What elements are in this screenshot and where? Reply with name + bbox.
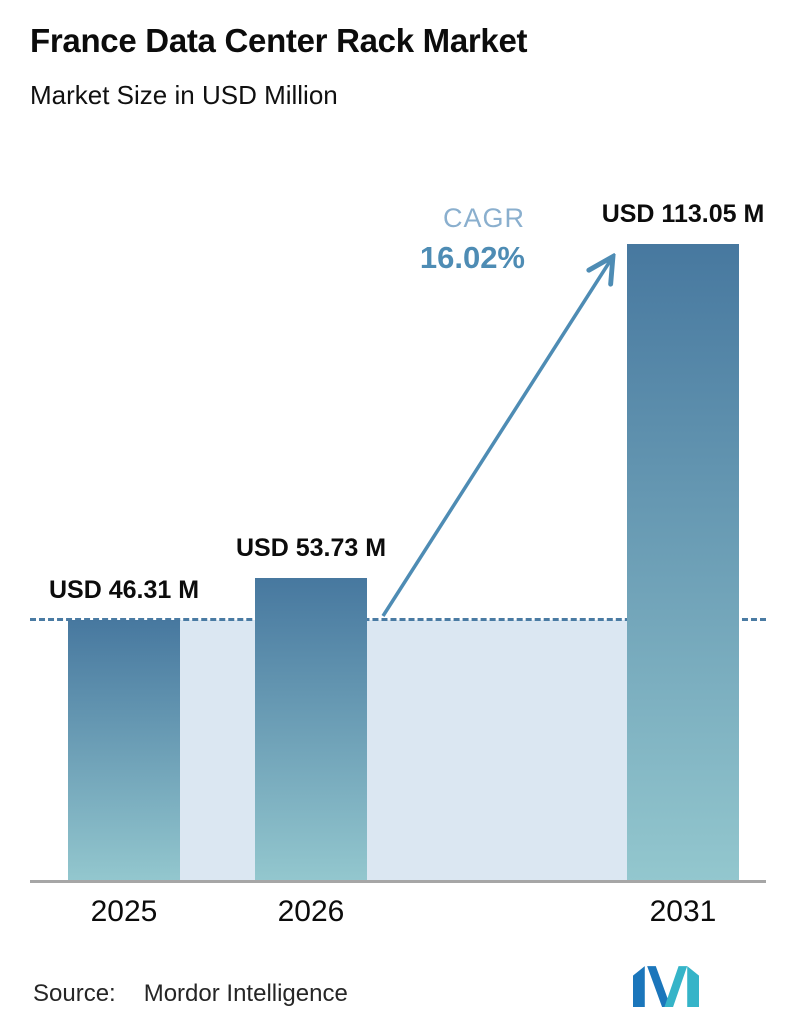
chart-title: France Data Center Rack Market [30, 22, 528, 59]
bar-2026 [255, 578, 367, 881]
x-axis-label-2025: 2025 [90, 895, 158, 928]
x-axis-line [30, 880, 766, 883]
bar-value-label-2025: USD 46.31 M [48, 576, 200, 604]
cagr-value: 16.02% [419, 240, 525, 275]
mordor-intelligence-logo [633, 966, 699, 1007]
x-axis-label-2026: 2026 [277, 895, 345, 928]
bar-2031 [627, 244, 739, 881]
source-value: Mordor Intelligence [143, 980, 348, 1007]
bar-value-label-2031: USD 113.05 M [601, 200, 765, 228]
cagr-annotation: CAGR 16.02% [325, 203, 525, 276]
cagr-label: CAGR [442, 203, 525, 233]
source-label: Source: [33, 980, 116, 1007]
chart-subtitle: Market Size in USD Million [30, 80, 338, 110]
source: Source: Mordor Intelligence [33, 980, 348, 1008]
bar-value-label-2026: USD 53.73 M [235, 534, 387, 562]
bar-2025 [68, 620, 180, 881]
x-axis-label-2031: 2031 [649, 895, 717, 928]
reference-dashed-line [30, 618, 766, 621]
